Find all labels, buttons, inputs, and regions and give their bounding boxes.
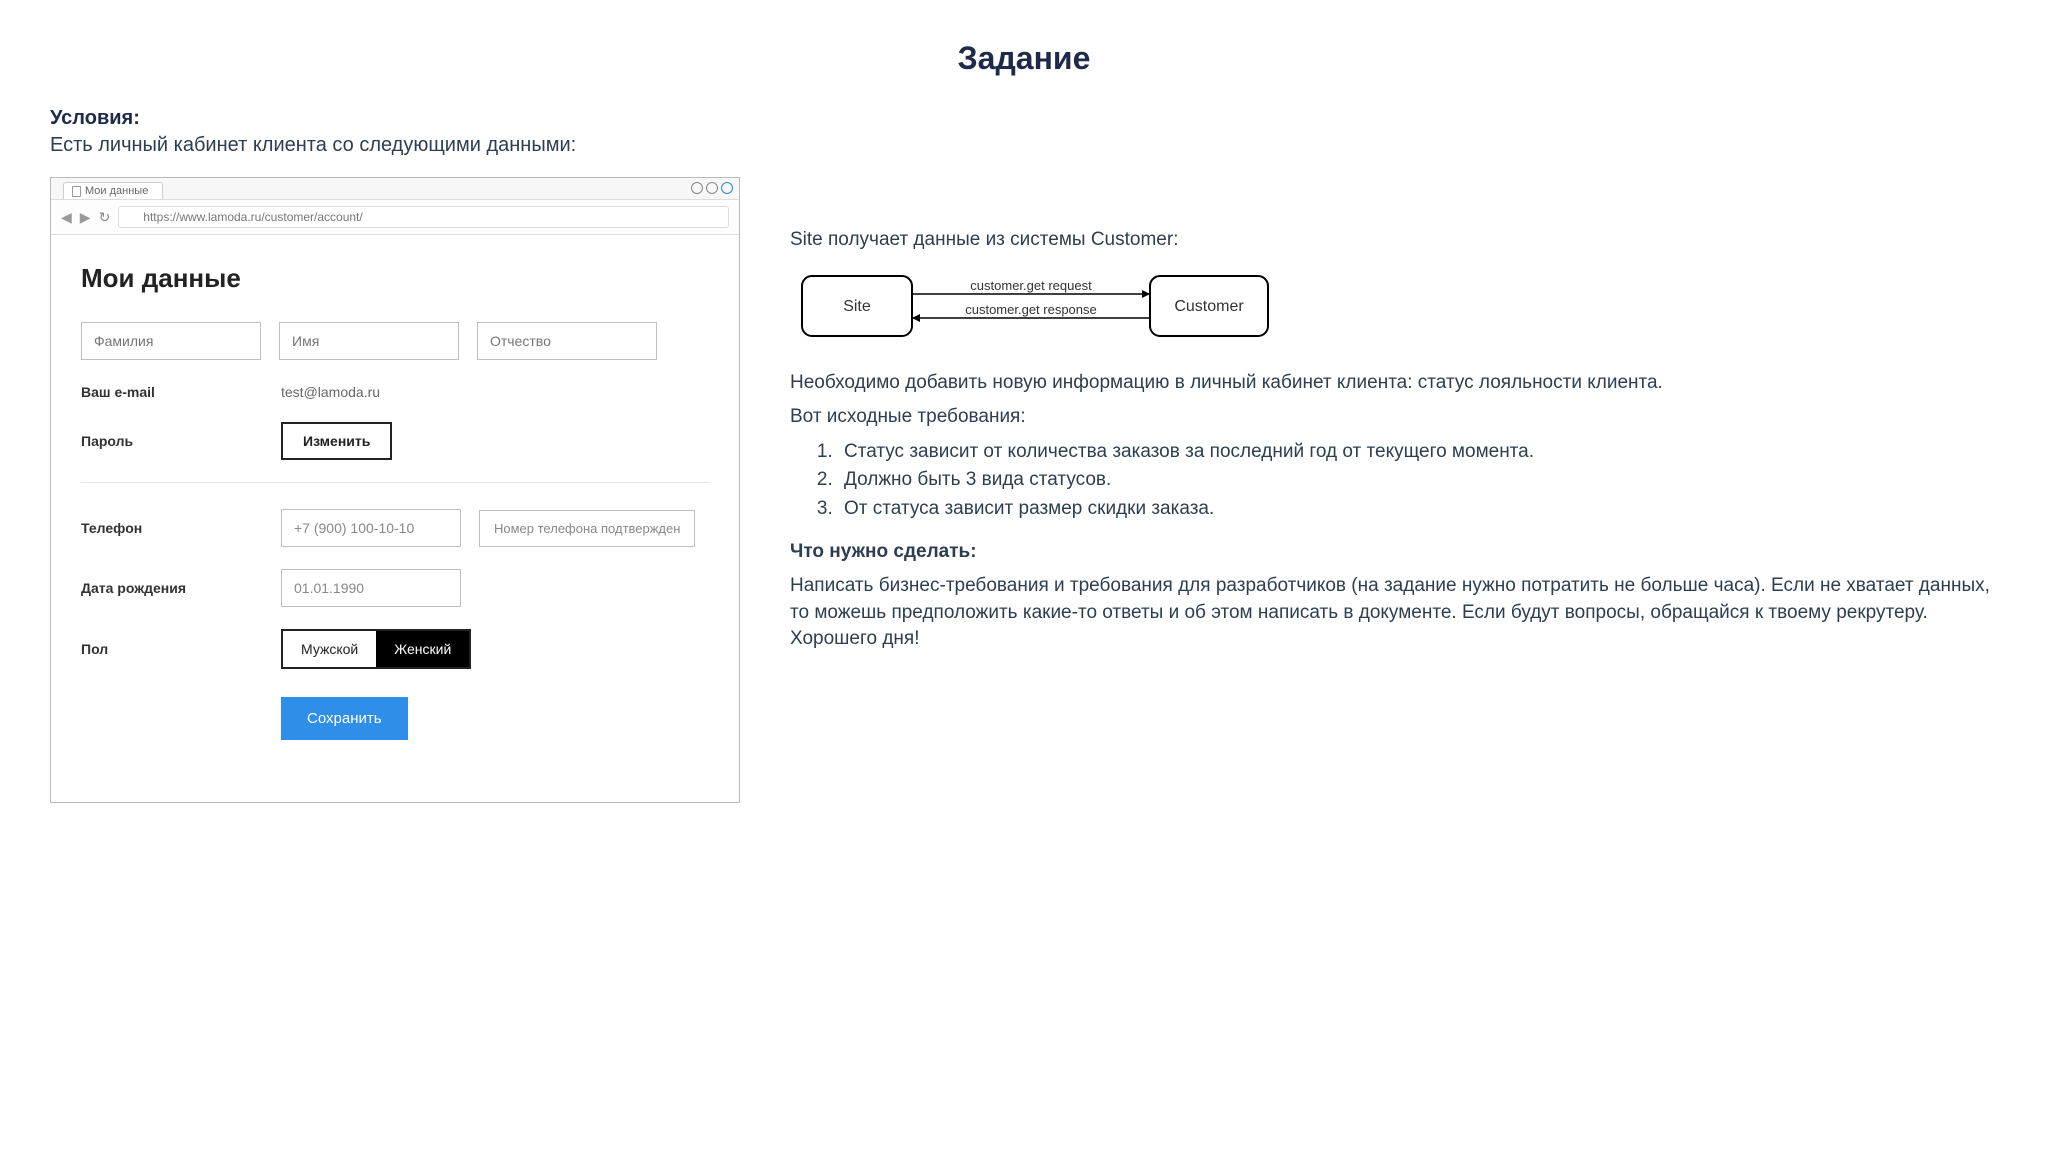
task-paragraph-2: Вот исходные требования: <box>790 404 1998 431</box>
gender-female-button[interactable]: Женский <box>376 629 471 669</box>
requirements-list: Статус зависит от количества заказов за … <box>838 439 1998 523</box>
gender-toggle: Мужской Женский <box>281 629 471 669</box>
window-dot-icon[interactable] <box>706 182 718 194</box>
password-label: Пароль <box>81 433 281 449</box>
phone-input[interactable] <box>281 509 461 547</box>
gender-male-button[interactable]: Мужской <box>281 629 376 669</box>
todo-heading: Что нужно сделать: <box>790 539 1998 566</box>
diagram-top-edge: customer.get request <box>970 278 1092 293</box>
diagram-bottom-edge: customer.get response <box>965 302 1097 317</box>
document-icon <box>72 186 81 197</box>
reload-icon[interactable]: ↻ <box>99 209 111 226</box>
gender-label: Пол <box>81 641 281 657</box>
address-bar: ◀ ▶ ↻ https://www.lamoda.ru/customer/acc… <box>51 200 739 235</box>
requirement-item: От статуса зависит размер скидки заказа. <box>838 496 1998 523</box>
divider <box>81 482 709 483</box>
phone-label: Телефон <box>81 520 281 536</box>
diagram-left-node: Site <box>843 298 871 315</box>
window-dot-icon[interactable] <box>721 182 733 194</box>
window-dot-icon[interactable] <box>691 182 703 194</box>
email-value: test@lamoda.ru <box>281 384 380 400</box>
requirement-item: Статус зависит от количества заказов за … <box>838 439 1998 466</box>
email-label: Ваш e-mail <box>81 384 281 400</box>
phone-confirmed-badge: Номер телефона подтвержден <box>479 510 695 547</box>
patronymic-input[interactable] <box>477 322 657 360</box>
last-name-input[interactable] <box>81 322 261 360</box>
diagram-right-node: Customer <box>1174 298 1244 315</box>
task-paragraph-1: Необходимо добавить новую информацию в л… <box>790 370 1998 397</box>
dob-label: Дата рождения <box>81 580 281 596</box>
change-password-button[interactable]: Изменить <box>281 422 392 460</box>
forward-icon[interactable]: ▶ <box>80 209 91 226</box>
window-controls <box>691 182 733 194</box>
url-input[interactable]: https://www.lamoda.ru/customer/account/ <box>118 206 729 228</box>
browser-tab-strip: Мои данные <box>51 178 739 200</box>
conditions-text: Есть личный кабинет клиента со следующим… <box>50 134 1998 157</box>
requirement-item: Должно быть 3 вида статусов. <box>838 467 1998 494</box>
save-button[interactable]: Сохранить <box>281 697 408 740</box>
system-diagram: Site Customer customer.get request custo… <box>800 266 1998 346</box>
conditions-heading: Условия: <box>50 107 1998 130</box>
browser-mockup: Мои данные ◀ ▶ ↻ https://www.lamoda.ru/c… <box>50 177 740 803</box>
tab-title: Мои данные <box>85 185 148 197</box>
browser-tab[interactable]: Мои данные <box>63 182 163 199</box>
diagram-intro: Site получает данные из системы Customer… <box>790 227 1998 254</box>
dob-input[interactable] <box>281 569 461 607</box>
todo-text: Написать бизнес-требования и требования … <box>790 573 1998 653</box>
first-name-input[interactable] <box>279 322 459 360</box>
page-title: Задание <box>50 40 1998 77</box>
form-heading: Мои данные <box>81 263 709 294</box>
back-icon[interactable]: ◀ <box>61 209 72 226</box>
